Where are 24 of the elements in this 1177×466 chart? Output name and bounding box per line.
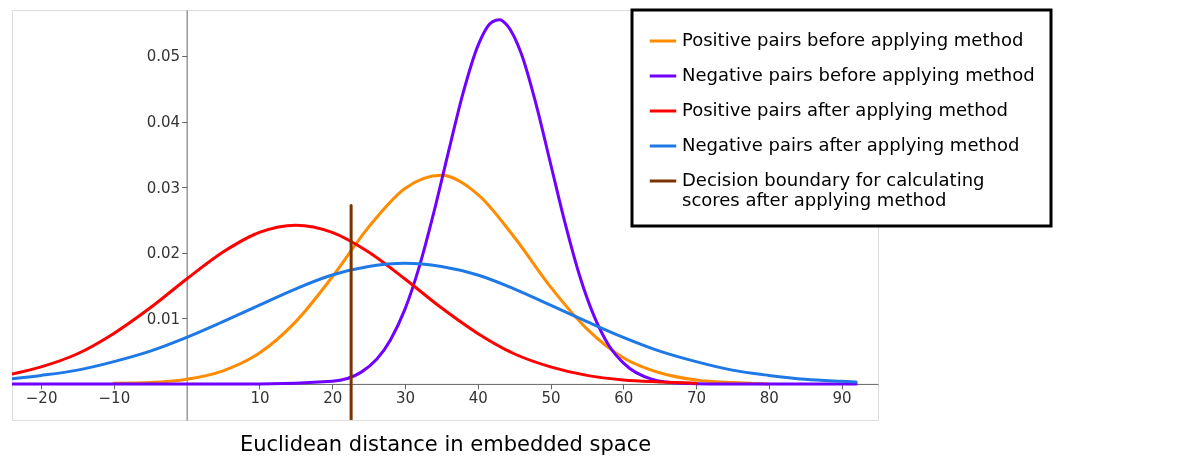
legend-label: Decision boundary for calculating scores after applying method (682, 169, 985, 210)
legend-label: Positive pairs after applying method (682, 99, 1008, 120)
y-tick-label: 0.05 (146, 47, 181, 66)
x-tick-label: 90 (832, 389, 852, 408)
x-tick-label: 40 (468, 389, 488, 408)
x-tick-label: 70 (687, 389, 707, 408)
legend-label: Negative pairs before applying method (682, 64, 1035, 85)
line-series (12, 223, 698, 385)
x-tick-label: 80 (759, 389, 779, 408)
legend-label: Positive pairs before applying method (682, 29, 1024, 50)
x-axis-title: Euclidean distance in embedded space (239, 432, 652, 457)
x-tick-label: 10 (250, 389, 270, 408)
y-tick-label: 0.03 (146, 178, 181, 197)
legend-label: Negative pairs after applying method (682, 134, 1020, 155)
x-tick-label: 60 (614, 389, 634, 408)
y-tick-label: 0.01 (146, 309, 181, 328)
line-series (12, 261, 858, 384)
x-tick-label: −20 (25, 389, 58, 408)
x-tick-label: 50 (541, 389, 561, 408)
y-tick-label: 0.04 (146, 113, 181, 132)
x-tick-label: 20 (323, 389, 343, 408)
y-tick-label: 0.02 (146, 244, 181, 263)
x-tick-label: 30 (395, 389, 416, 408)
x-tick-label: −10 (98, 389, 131, 408)
